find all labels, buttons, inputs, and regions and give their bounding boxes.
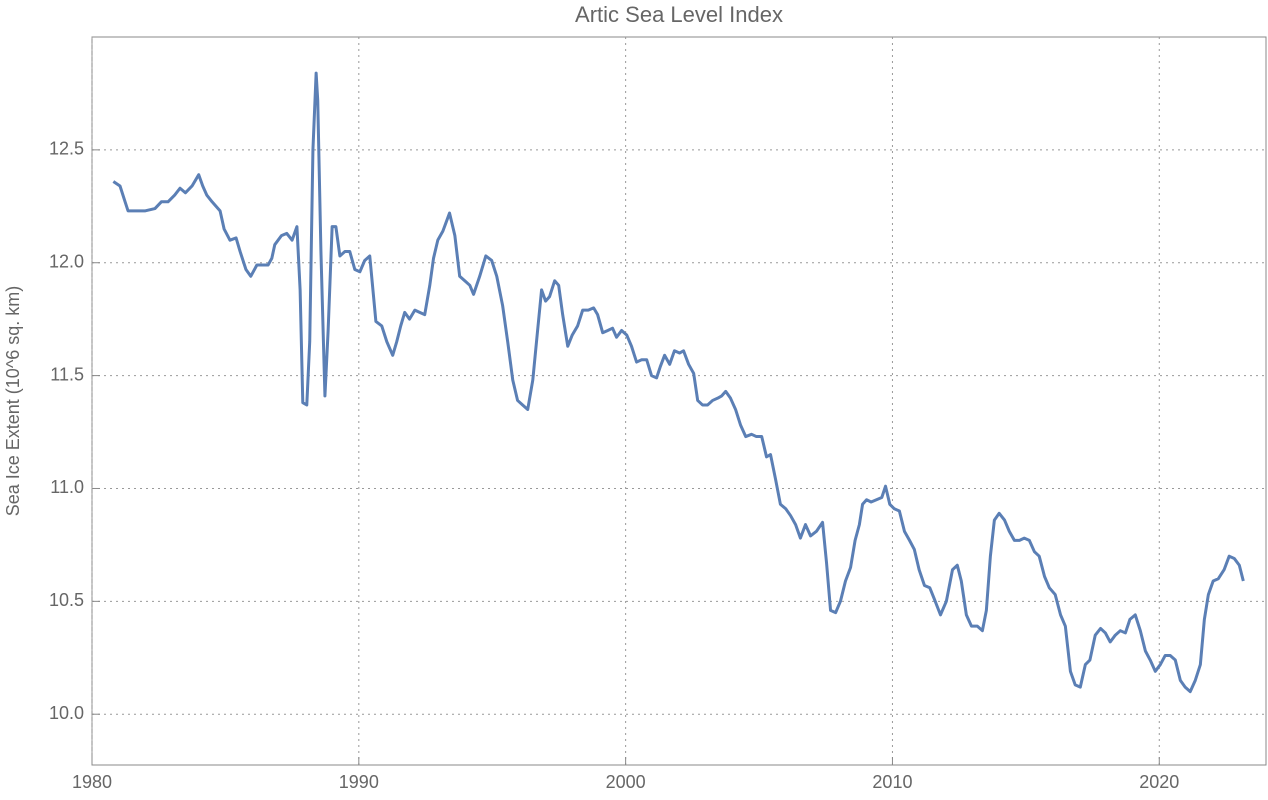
y-tick-label: 12.5 bbox=[49, 139, 84, 159]
y-tick-label: 10.0 bbox=[49, 703, 84, 723]
y-tick-label: 11.0 bbox=[50, 477, 84, 497]
chart-title: Artic Sea Level Index bbox=[575, 2, 783, 27]
y-tick-label: 12.0 bbox=[49, 251, 84, 271]
x-tick-label: 1980 bbox=[72, 772, 112, 792]
y-axis-label: Sea Ice Extent (10^6 sq. km) bbox=[3, 286, 23, 517]
x-tick-label: 2000 bbox=[606, 772, 646, 792]
x-tick-label: 1990 bbox=[339, 772, 379, 792]
data-line bbox=[112, 71, 1245, 694]
x-tick-label: 2020 bbox=[1139, 772, 1179, 792]
plot-frame bbox=[91, 36, 1267, 766]
y-tick-label: 11.5 bbox=[50, 364, 84, 384]
x-tick-label: 2010 bbox=[872, 772, 912, 792]
y-tick-label: 10.5 bbox=[49, 590, 84, 610]
